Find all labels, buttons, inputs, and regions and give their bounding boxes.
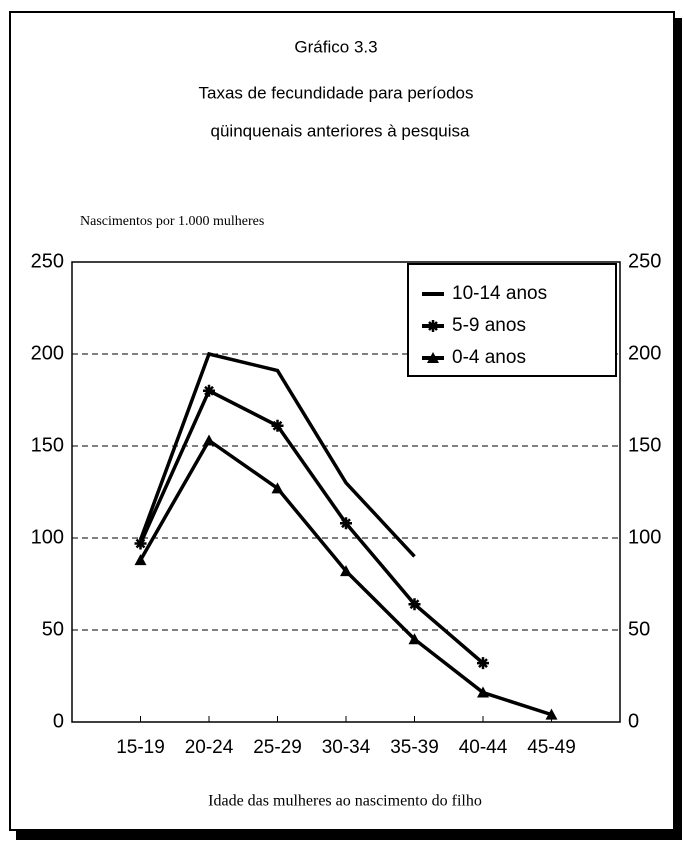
- series-marker: [477, 657, 489, 670]
- chart-subtitle: Taxas de fecundidade para períodos: [198, 83, 473, 102]
- y2-tick-label: 50: [628, 618, 650, 640]
- y-tick-label: 50: [42, 618, 64, 640]
- x-tick-label: 25-29: [253, 737, 302, 758]
- chart-title: Gráfico 3.3: [294, 37, 377, 56]
- legend-label: 5-9 anos: [452, 315, 526, 336]
- x-tick-label: 45-49: [527, 737, 576, 758]
- y-tick-label: 100: [31, 526, 64, 548]
- y2-tick-label: 150: [628, 434, 661, 456]
- y2-tick-label: 100: [628, 526, 661, 548]
- x-axis-label: Idade das mulheres ao nascimento do filh…: [208, 793, 482, 810]
- series-marker: [134, 537, 147, 550]
- y-tick-label: 250: [31, 250, 64, 272]
- x-tick-label: 35-39: [390, 737, 439, 758]
- legend-marker: [427, 320, 439, 332]
- legend-label: 10-14 anos: [452, 283, 547, 304]
- x-tick-label: 20-24: [185, 737, 234, 758]
- legend-marker: [427, 352, 439, 363]
- series-marker: [203, 384, 215, 397]
- chart-subtitle: qüinquenais anteriores à pesquisa: [211, 121, 471, 140]
- series-marker: [408, 633, 421, 645]
- frame: [9, 11, 675, 831]
- series-marker: [134, 554, 147, 566]
- series-marker: [545, 708, 558, 720]
- series-line: [138, 388, 485, 665]
- series-marker: [271, 482, 284, 494]
- series-marker: [340, 565, 352, 577]
- y-tick-label: 200: [31, 342, 64, 364]
- series-marker: [203, 434, 215, 446]
- x-tick-label: 40-44: [459, 737, 508, 758]
- series-marker: [408, 598, 421, 611]
- y2-tick-label: 0: [628, 710, 639, 732]
- series-marker: [340, 517, 352, 530]
- series-marker: [477, 686, 489, 698]
- y-tick-label: 0: [53, 710, 64, 732]
- y2-tick-label: 200: [628, 342, 661, 364]
- y2-tick-label: 250: [628, 250, 661, 272]
- x-tick-label: 30-34: [322, 737, 371, 758]
- series-line: [138, 351, 416, 558]
- x-tick-label: 15-19: [116, 737, 165, 758]
- y-axis-label: Nascimentos por 1.000 mulheres: [80, 214, 264, 229]
- series-marker: [271, 419, 284, 432]
- legend-label: 0-4 anos: [452, 347, 526, 368]
- y-tick-label: 150: [31, 434, 64, 456]
